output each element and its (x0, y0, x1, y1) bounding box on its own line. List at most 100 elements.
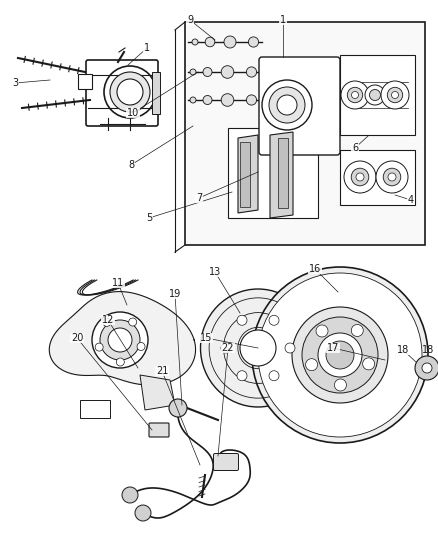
Circle shape (190, 97, 196, 103)
Ellipse shape (201, 289, 315, 407)
Circle shape (108, 328, 132, 352)
Circle shape (129, 318, 137, 326)
FancyBboxPatch shape (213, 454, 239, 471)
Text: 19: 19 (169, 289, 181, 299)
Text: 6: 6 (352, 143, 358, 153)
Circle shape (306, 359, 318, 370)
Circle shape (351, 168, 369, 186)
Circle shape (237, 316, 247, 325)
Circle shape (392, 92, 399, 99)
Circle shape (92, 312, 148, 368)
Circle shape (381, 81, 409, 109)
Text: 1: 1 (280, 15, 286, 25)
Circle shape (137, 343, 145, 351)
Text: 16: 16 (309, 264, 321, 274)
Circle shape (117, 358, 124, 366)
Text: 7: 7 (196, 193, 202, 203)
Circle shape (316, 325, 328, 337)
Text: 12: 12 (102, 315, 114, 325)
Polygon shape (270, 132, 293, 218)
FancyBboxPatch shape (86, 60, 158, 126)
Text: 3: 3 (12, 78, 18, 88)
Bar (152, 72, 160, 114)
Circle shape (203, 68, 212, 77)
Text: 11: 11 (112, 278, 124, 288)
Circle shape (221, 66, 234, 78)
Text: 18: 18 (422, 345, 434, 355)
Text: 17: 17 (327, 343, 339, 353)
Text: 15: 15 (200, 333, 212, 343)
Circle shape (352, 92, 358, 99)
Circle shape (221, 343, 231, 353)
Circle shape (247, 95, 257, 105)
Circle shape (269, 371, 279, 381)
Circle shape (122, 487, 138, 503)
Circle shape (100, 320, 140, 360)
Circle shape (269, 316, 279, 325)
Circle shape (388, 173, 396, 181)
Circle shape (262, 80, 312, 130)
Bar (240, 142, 250, 207)
Circle shape (351, 325, 363, 336)
Bar (228, 128, 318, 218)
Bar (278, 138, 288, 208)
Circle shape (252, 267, 428, 443)
Text: 4: 4 (408, 195, 414, 205)
Circle shape (370, 90, 381, 101)
Text: 8: 8 (128, 160, 134, 170)
Circle shape (363, 358, 374, 370)
Circle shape (269, 87, 305, 123)
Circle shape (240, 330, 276, 366)
Polygon shape (238, 135, 258, 213)
Circle shape (342, 357, 354, 369)
Circle shape (285, 343, 295, 353)
Polygon shape (140, 375, 175, 410)
Text: 9: 9 (187, 15, 193, 25)
Circle shape (415, 356, 438, 380)
Polygon shape (49, 292, 195, 385)
FancyBboxPatch shape (149, 423, 169, 437)
Bar (340, 55, 415, 135)
Circle shape (248, 37, 258, 47)
Circle shape (258, 273, 422, 437)
Circle shape (326, 341, 354, 369)
Circle shape (95, 343, 103, 351)
Circle shape (344, 161, 376, 193)
Circle shape (422, 363, 432, 373)
Circle shape (318, 333, 362, 377)
Text: 18: 18 (397, 345, 409, 355)
Circle shape (302, 317, 378, 393)
Circle shape (221, 94, 234, 106)
Circle shape (103, 318, 111, 326)
Circle shape (110, 72, 150, 112)
Circle shape (224, 36, 236, 48)
Circle shape (190, 69, 196, 75)
Circle shape (237, 371, 247, 381)
Bar (78, 74, 92, 89)
Circle shape (203, 95, 212, 104)
Circle shape (169, 399, 187, 417)
Circle shape (277, 95, 297, 115)
Text: 5: 5 (146, 213, 152, 223)
Circle shape (192, 39, 198, 45)
Circle shape (341, 81, 369, 109)
Polygon shape (334, 351, 362, 375)
Circle shape (205, 37, 215, 47)
Circle shape (292, 307, 388, 403)
Circle shape (383, 168, 401, 186)
Text: 10: 10 (127, 108, 139, 118)
Circle shape (356, 173, 364, 181)
Circle shape (247, 67, 257, 77)
Bar (340, 150, 415, 205)
Circle shape (347, 87, 363, 103)
Circle shape (335, 379, 346, 391)
Circle shape (376, 161, 408, 193)
Text: 21: 21 (156, 366, 168, 376)
Text: 13: 13 (209, 267, 221, 277)
Circle shape (117, 79, 143, 105)
Text: 22: 22 (222, 343, 234, 353)
Circle shape (365, 85, 385, 105)
Bar (80, 400, 110, 418)
Circle shape (135, 505, 151, 521)
Text: 20: 20 (71, 333, 83, 343)
